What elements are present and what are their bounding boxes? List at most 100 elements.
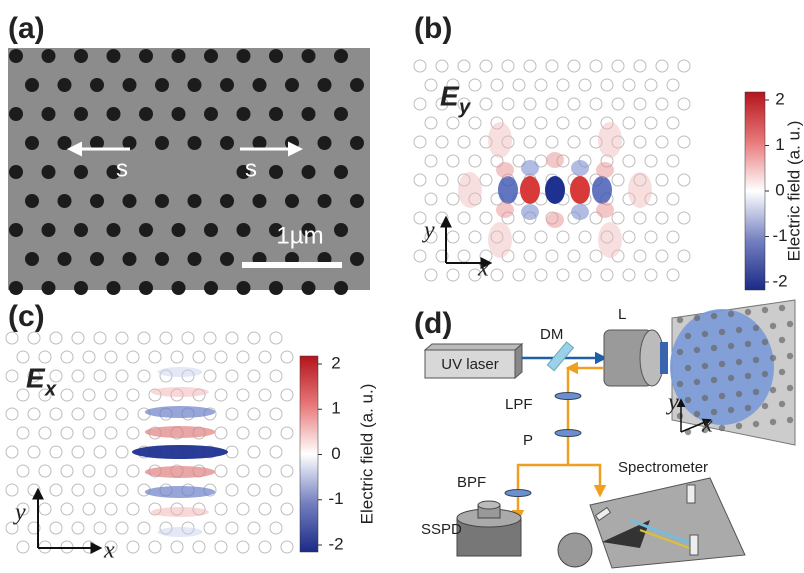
lattice-hole xyxy=(546,60,558,72)
field-lobe xyxy=(596,202,614,218)
hole xyxy=(42,49,56,63)
lattice-hole xyxy=(116,522,128,534)
lattice-hole xyxy=(149,351,161,363)
setup xyxy=(425,300,795,568)
field-lobe xyxy=(498,176,518,204)
hole xyxy=(107,223,121,237)
lattice-hole xyxy=(248,522,260,534)
lattice-hole xyxy=(248,446,260,458)
scale-bar xyxy=(242,262,342,268)
hole xyxy=(172,107,186,121)
plate-hole xyxy=(762,339,768,345)
lattice-hole xyxy=(425,269,437,281)
lattice-hole xyxy=(480,212,492,224)
hole xyxy=(318,78,332,92)
lattice-hole xyxy=(39,427,51,439)
lattice-hole xyxy=(105,503,117,515)
lattice-hole xyxy=(623,79,635,91)
plate-hole xyxy=(770,355,776,361)
hole xyxy=(220,78,234,92)
lattice-hole xyxy=(83,465,95,477)
lattice-hole xyxy=(678,98,690,110)
lattice-hole xyxy=(6,332,18,344)
field-lobe xyxy=(546,152,564,168)
hole xyxy=(74,49,88,63)
lattice-hole xyxy=(105,465,117,477)
lattice-hole xyxy=(425,79,437,91)
field-map xyxy=(132,367,228,537)
hole xyxy=(58,78,72,92)
lattice-hole xyxy=(645,231,657,243)
lattice-hole xyxy=(17,541,29,553)
lattice-hole xyxy=(425,155,437,167)
lattice-hole xyxy=(226,370,238,382)
plate-hole xyxy=(787,385,793,391)
plate-hole xyxy=(762,403,768,409)
lattice-hole xyxy=(215,541,227,553)
lattice-hole xyxy=(127,541,139,553)
plate-hole xyxy=(745,341,751,347)
field-lobe xyxy=(158,367,203,377)
lattice-hole xyxy=(634,136,646,148)
lattice-hole xyxy=(447,231,459,243)
colorbar-tick-label: 0 xyxy=(331,444,340,463)
lattice-hole xyxy=(656,212,668,224)
lattice-hole xyxy=(568,250,580,262)
field-lobe xyxy=(546,212,564,228)
lattice-hole xyxy=(127,465,139,477)
hole xyxy=(25,136,39,150)
lattice-hole xyxy=(601,269,613,281)
hole xyxy=(9,107,23,121)
lattice xyxy=(6,332,293,553)
hole xyxy=(204,107,218,121)
hole xyxy=(155,78,169,92)
plate-hole xyxy=(685,397,691,403)
lattice-hole xyxy=(61,427,73,439)
lattice-hole xyxy=(568,60,580,72)
lattice-hole xyxy=(259,503,271,515)
lattice-hole xyxy=(557,269,569,281)
lattice-hole xyxy=(127,389,139,401)
hole xyxy=(188,252,202,266)
lattice-hole xyxy=(138,370,150,382)
hole xyxy=(334,49,348,63)
component-label: LPF xyxy=(505,396,533,413)
plate-hole xyxy=(728,343,734,349)
hole xyxy=(188,194,202,208)
lattice-hole xyxy=(50,484,62,496)
lattice-hole xyxy=(17,465,29,477)
lattice-hole xyxy=(546,136,558,148)
lattice-hole xyxy=(72,522,84,534)
plate-hole xyxy=(770,419,776,425)
lattice-hole xyxy=(447,117,459,129)
lattice-hole xyxy=(546,250,558,262)
hole xyxy=(269,107,283,121)
colorbar-tick-label: -2 xyxy=(772,271,787,290)
lattice-hole xyxy=(590,98,602,110)
colorbar xyxy=(745,92,765,290)
lattice-hole xyxy=(39,351,51,363)
field-lobe xyxy=(496,162,514,178)
plate-hole xyxy=(753,325,759,331)
lattice-hole xyxy=(678,136,690,148)
hole xyxy=(42,165,56,179)
lattice-hole xyxy=(414,250,426,262)
hole xyxy=(90,194,104,208)
lattice-hole xyxy=(667,117,679,129)
field-lobe xyxy=(570,176,590,204)
plate-hole xyxy=(694,379,700,385)
field-lobe xyxy=(596,162,614,178)
lattice-hole xyxy=(447,155,459,167)
field-lobe xyxy=(145,466,215,478)
hole xyxy=(204,49,218,63)
lattice-hole xyxy=(623,231,635,243)
lattice-hole xyxy=(281,541,293,553)
lattice-hole xyxy=(480,98,492,110)
field-lobe xyxy=(145,486,215,498)
hole xyxy=(334,107,348,121)
lattice-hole xyxy=(160,332,172,344)
hole xyxy=(139,223,153,237)
lattice-hole xyxy=(414,98,426,110)
field-lobe xyxy=(628,172,652,208)
hole xyxy=(25,78,39,92)
